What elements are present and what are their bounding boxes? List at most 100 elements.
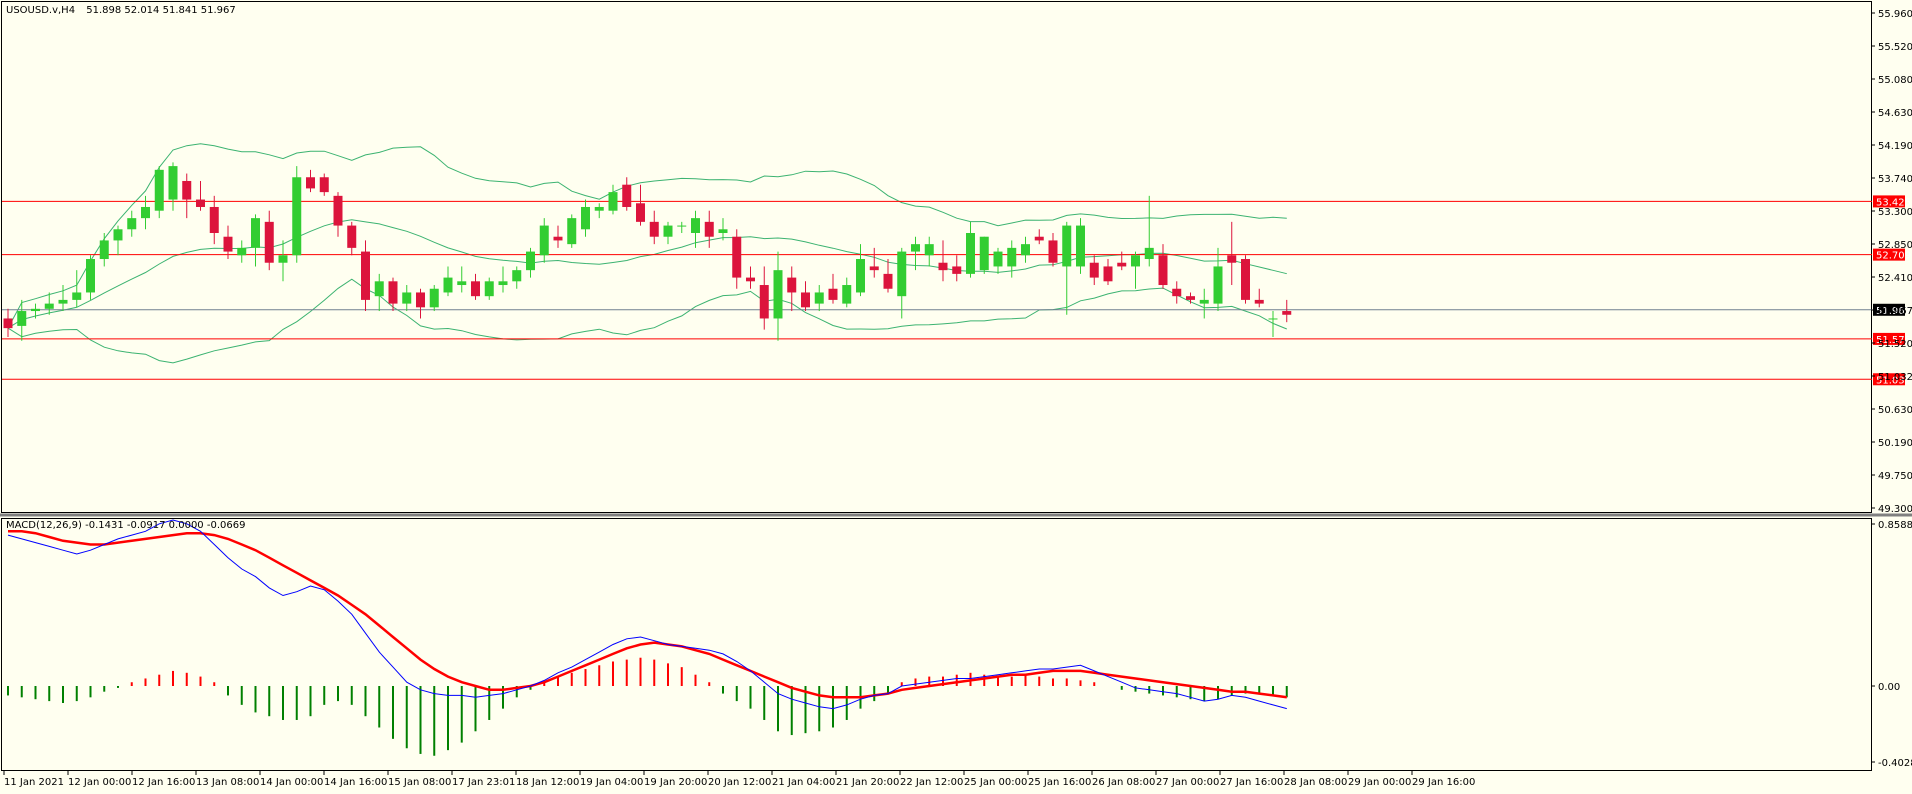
candle-body <box>1172 288 1182 297</box>
chart-header: USOUSD.v,H4 51.898 52.014 51.841 51.967 <box>6 5 236 16</box>
price-tick-label: 52.410 <box>1878 273 1912 284</box>
macd-indicator <box>7 519 1288 756</box>
candle-body <box>1227 255 1237 263</box>
candle-body <box>457 281 467 286</box>
candle-body <box>484 281 494 297</box>
candle-body <box>1282 311 1292 315</box>
time-tick-label: 14 Jan 16:00 <box>324 777 387 788</box>
candle-body <box>746 277 755 282</box>
candle-body <box>3 318 13 329</box>
candle-body <box>1131 255 1140 267</box>
candle-body <box>979 236 989 271</box>
candle-body <box>196 199 205 207</box>
candle-body <box>814 292 824 304</box>
candle-body <box>1158 255 1168 286</box>
candle-body <box>952 266 962 274</box>
candle-body <box>801 292 810 308</box>
time-tick-label: 21 Jan 04:00 <box>772 777 835 788</box>
hline-price-tag <box>1873 373 1905 386</box>
candle-body <box>1062 225 1072 267</box>
price-tick-label: 54.630 <box>1878 108 1912 119</box>
candle-body <box>471 281 480 297</box>
time-tick-label: 15 Jan 08:00 <box>388 777 451 788</box>
time-tick-label: 20 Jan 12:00 <box>708 777 771 788</box>
time-tick-label: 19 Jan 20:00 <box>644 777 707 788</box>
time-tick-label: 29 Jan 00:00 <box>1348 777 1411 788</box>
candle-body <box>677 225 687 227</box>
macd-pane-frame <box>1 518 1872 771</box>
candle-body <box>127 218 137 230</box>
candle-body <box>86 259 95 293</box>
bollinger-lower-line <box>7 278 1287 364</box>
candle-body <box>911 244 920 252</box>
time-tick-label: 27 Jan 00:00 <box>1156 777 1219 788</box>
hline-price-label: 51.032 <box>1876 375 1911 386</box>
candle-body <box>429 288 439 308</box>
symbol-label: USOUSD.v,H4 <box>6 5 75 16</box>
candle-body <box>17 311 27 326</box>
time-tick-label: 14 Jan 00:00 <box>260 777 323 788</box>
time-tick-label: 25 Jan 00:00 <box>964 777 1027 788</box>
candle-body <box>924 244 934 256</box>
price-tick-label: 51.520 <box>1878 339 1912 350</box>
candle-body <box>443 277 453 293</box>
candle-body <box>72 292 82 300</box>
candle-body <box>361 251 370 300</box>
candle-body <box>168 166 178 200</box>
candle-body <box>1048 240 1058 263</box>
ohlc-label: 51.898 52.014 51.841 51.967 <box>86 5 236 16</box>
time-tick-label: 22 Jan 12:00 <box>900 777 963 788</box>
price-tick-label: 55.080 <box>1878 75 1912 86</box>
candle-body <box>154 169 164 211</box>
price-tick-label: 53.300 <box>1878 207 1912 218</box>
hline-price-tag <box>1873 195 1905 208</box>
candle-body <box>182 180 192 200</box>
price-tick-label: 54.190 <box>1878 141 1912 152</box>
candle-body <box>787 277 797 293</box>
candle-body <box>416 292 425 308</box>
time-tick-label: 25 Jan 16:00 <box>1028 777 1091 788</box>
time-tick-label: 11 Jan 2021 <box>4 777 64 788</box>
candle-body <box>306 177 315 189</box>
price-tick-label: 50.630 <box>1878 405 1912 416</box>
candle-body <box>663 225 673 237</box>
candle-body <box>622 184 632 207</box>
candle-body <box>44 303 54 309</box>
macd-main-line <box>7 519 1287 710</box>
current-price-tag <box>1873 303 1905 316</box>
price-tick-label: 49.300 <box>1878 504 1912 515</box>
candle-body <box>594 206 604 211</box>
price-tick-label: 51.967 <box>1878 306 1912 317</box>
candle-body <box>388 281 398 304</box>
candle-body <box>938 262 948 271</box>
candle-body <box>1089 262 1099 278</box>
price-tick-label: 52.850 <box>1878 240 1912 251</box>
time-tick-label: 17 Jan 23:01 <box>452 777 515 788</box>
candle-body <box>567 218 577 245</box>
bollinger-upper-line <box>7 143 1287 329</box>
candle-body <box>526 251 535 271</box>
macd-tick-label: 0.00 <box>1878 682 1900 693</box>
hline-price-tag <box>1873 332 1905 345</box>
candle-body <box>732 236 742 278</box>
candle-body <box>58 299 68 304</box>
candle-body <box>498 281 508 286</box>
candle-body <box>993 251 1003 267</box>
price-tick-label: 55.520 <box>1878 42 1912 53</box>
candle-body <box>828 288 838 300</box>
candle-body <box>292 177 302 256</box>
macd-axis: 0.8588 0.00 -0.4028 <box>1871 520 1912 769</box>
candle-body <box>897 251 907 297</box>
time-tick-label: 18 Jan 12:00 <box>516 777 579 788</box>
candle-body <box>759 285 769 319</box>
candlesticks <box>3 162 1292 341</box>
candle-body <box>1213 266 1223 304</box>
candle-body <box>649 221 659 237</box>
candle-body <box>1103 266 1113 282</box>
price-tick-label: 50.190 <box>1878 438 1912 449</box>
hline-price-label: 52.709 <box>1876 251 1911 262</box>
candle-body <box>264 221 274 263</box>
